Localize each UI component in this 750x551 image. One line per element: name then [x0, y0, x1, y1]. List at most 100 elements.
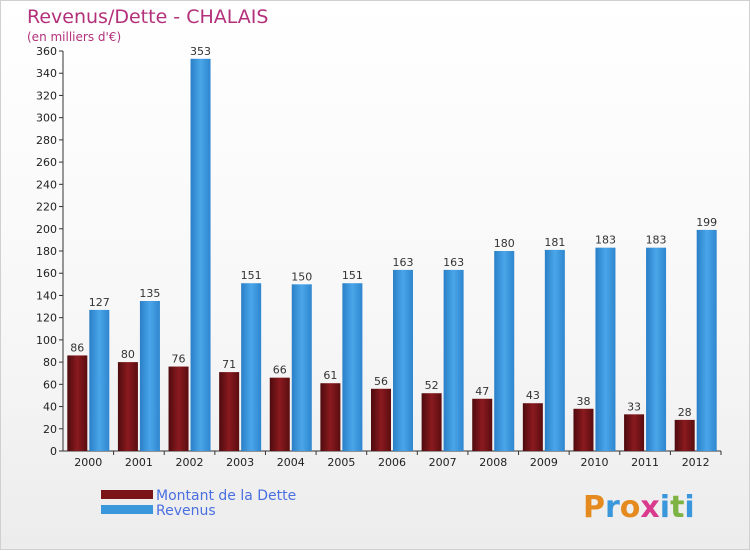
data-label: 76 [172, 353, 186, 366]
data-label: 180 [494, 237, 515, 250]
y-tick-label: 280 [36, 134, 57, 147]
data-label: 80 [121, 348, 135, 361]
y-tick-label: 300 [36, 112, 57, 125]
bar-dette [522, 403, 543, 451]
bar-dette [573, 408, 594, 451]
data-label: 163 [393, 256, 414, 269]
bar-dette [624, 414, 645, 451]
bar-revenus [443, 269, 464, 451]
y-tick-label: 260 [36, 156, 57, 169]
bar-dette [371, 388, 391, 451]
y-tick-label: 140 [36, 289, 57, 302]
proxiti-logo-letter: t [670, 490, 684, 525]
data-label: 199 [696, 216, 717, 229]
data-label: 353 [190, 45, 211, 58]
data-label: 61 [323, 369, 337, 382]
bar-dette [472, 398, 493, 451]
proxiti-logo-letter: x [640, 490, 659, 525]
data-label: 71 [222, 358, 236, 371]
y-tick-label: 40 [43, 401, 57, 414]
x-tick-label: 2005 [327, 456, 355, 469]
data-label: 47 [475, 385, 489, 398]
bar-revenus [241, 283, 262, 451]
bar-dette [168, 366, 189, 451]
y-tick-label: 240 [36, 178, 57, 191]
data-label: 151 [342, 269, 363, 282]
legend-swatch-debt [101, 490, 153, 499]
chart-title: Revenus/Dette - CHALAIS [27, 6, 268, 28]
y-tick-label: 120 [36, 312, 57, 325]
bar-revenus [646, 247, 667, 451]
x-tick-label: 2007 [429, 456, 457, 469]
bar-dette [674, 419, 695, 451]
y-tick-label: 20 [43, 423, 57, 436]
x-tick-label: 2011 [631, 456, 659, 469]
bar-revenus [595, 247, 616, 451]
y-tick-label: 60 [43, 378, 57, 391]
data-label: 181 [544, 236, 565, 249]
x-tick-label: 2006 [378, 456, 406, 469]
bars-layer [67, 58, 717, 452]
y-tick-label: 200 [36, 223, 57, 236]
bar-dette [219, 372, 240, 451]
data-label: 66 [273, 364, 287, 377]
proxiti-logo-letter: i [684, 490, 694, 525]
legend-swatch-revenus [101, 505, 153, 514]
bar-revenus [696, 229, 717, 451]
y-tick-label: 160 [36, 267, 57, 280]
data-label: 150 [291, 270, 312, 283]
legend: Montant de la Dette Revenus [101, 488, 296, 519]
y-tick-label: 320 [36, 89, 57, 102]
data-label: 86 [70, 341, 84, 354]
y-tick-label: 360 [36, 45, 57, 58]
proxiti-logo-letter: o [620, 490, 641, 525]
x-tick-label: 2003 [226, 456, 254, 469]
data-labels-layer: 86 127 80 135 76 353 71 151 66 150 61 151 56 163 52 163… [70, 45, 717, 419]
data-label: 28 [678, 406, 692, 419]
x-tick-label: 2008 [479, 456, 507, 469]
data-label: 135 [139, 287, 160, 300]
data-label: 151 [241, 269, 262, 282]
bar-dette [67, 355, 88, 451]
x-tick-label: 2004 [277, 456, 305, 469]
proxiti-logo-letter: r [605, 490, 620, 525]
data-label: 163 [443, 256, 464, 269]
bar-revenus [190, 58, 211, 452]
legend-label-revenus: Revenus [156, 503, 216, 519]
proxiti-logo-letter: P [583, 490, 605, 525]
chart-subtitle: (en milliers d'€) [27, 30, 121, 44]
data-label: 52 [425, 379, 439, 392]
axis-layer: 0 20 40 60 80 100 120 140 160 180 200 220 240 260 280 3… [36, 45, 722, 469]
y-tick-label: 180 [36, 245, 57, 258]
legend-label-debt: Montant de la Dette [156, 488, 296, 504]
bar-dette [421, 393, 442, 451]
y-tick-label: 80 [43, 356, 57, 369]
bar-revenus [139, 301, 160, 451]
data-label: 183 [595, 234, 616, 247]
y-tick-label: 340 [36, 67, 57, 80]
y-tick-label: 0 [50, 445, 57, 458]
bar-revenus [342, 283, 363, 451]
data-label: 127 [89, 296, 110, 309]
bar-dette [117, 362, 138, 451]
proxiti-logo: Proxiti [583, 490, 695, 525]
x-tick-label: 2001 [125, 456, 153, 469]
bar-revenus [544, 249, 565, 451]
data-label: 56 [374, 375, 388, 388]
bar-revenus [291, 284, 312, 451]
bar-dette [320, 383, 341, 451]
x-tick-label: 2002 [176, 456, 204, 469]
data-label: 183 [646, 234, 667, 247]
x-tick-label: 2009 [530, 456, 558, 469]
bar-revenus [393, 269, 413, 451]
y-tick-label: 220 [36, 201, 57, 214]
bar-dette [269, 377, 290, 451]
bar-revenus [89, 309, 110, 451]
proxiti-logo-letter: i [660, 490, 670, 525]
data-label: 43 [526, 389, 540, 402]
y-tick-label: 100 [36, 334, 57, 347]
x-tick-label: 2010 [580, 456, 608, 469]
data-label: 33 [627, 400, 641, 413]
